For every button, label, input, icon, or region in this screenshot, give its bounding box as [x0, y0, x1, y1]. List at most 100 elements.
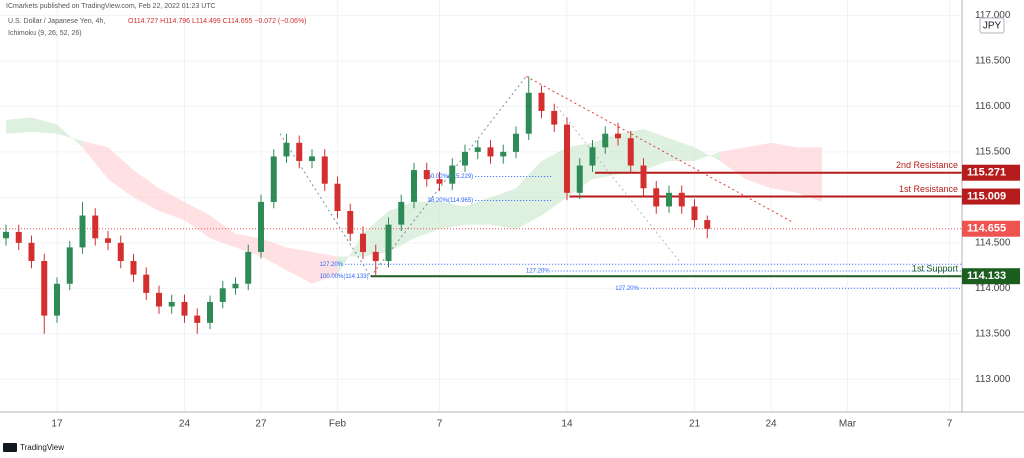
- candle-body: [321, 156, 328, 184]
- candle-body: [296, 142, 303, 161]
- level-name: 1st Support: [912, 264, 959, 274]
- y-tick-label: 114.000: [975, 283, 1011, 294]
- candle-body: [130, 261, 137, 275]
- ichimoku-cloud: [515, 160, 542, 230]
- price-box-label: 114.655: [967, 223, 1006, 235]
- candle-body: [627, 138, 634, 166]
- candle-body: [194, 315, 201, 323]
- candle-body: [143, 274, 150, 293]
- candle-body: [385, 224, 392, 262]
- y-tick-label: 116.000: [975, 101, 1011, 112]
- ichimoku-cloud: [771, 142, 797, 193]
- ichimoku-cloud: [490, 188, 516, 230]
- ichimoku-cloud: [694, 147, 721, 161]
- y-tick-label: 116.500: [975, 56, 1011, 67]
- fib-label: 127.20%: [526, 269, 550, 275]
- y-tick-label: 115.500: [975, 147, 1011, 158]
- candle-body: [117, 242, 124, 262]
- ichimoku-cloud: [439, 201, 465, 230]
- trend-line: [370, 76, 527, 277]
- price-box-label: 115.009: [967, 190, 1006, 202]
- ichimoku-cloud: [133, 170, 159, 212]
- candle-body: [15, 231, 22, 243]
- candle-body: [500, 151, 507, 157]
- price-box: [962, 188, 1020, 205]
- candle-body: [538, 92, 545, 111]
- ichimoku-cloud: [541, 147, 567, 216]
- fib-label: 100.00%(114.133): [320, 274, 369, 280]
- candle-body: [168, 301, 175, 307]
- ichimoku-cloud: [184, 201, 210, 239]
- y-tick-label: 113.000: [975, 374, 1011, 385]
- candle-body: [257, 201, 264, 252]
- candle-body: [206, 301, 213, 323]
- price-box: [962, 268, 1020, 285]
- ichimoku-cloud: [31, 117, 57, 134]
- candle-body: [449, 165, 456, 184]
- level-name: 1st Resistance: [899, 184, 958, 194]
- x-tick-label: 7: [947, 419, 953, 430]
- candle-body: [92, 215, 99, 239]
- logo-icon: [3, 443, 17, 452]
- candle-body: [410, 170, 417, 202]
- candle-body: [461, 151, 468, 166]
- price-box: [962, 164, 1020, 181]
- candle-body: [487, 147, 494, 157]
- candle-body: [551, 110, 558, 125]
- x-tick-label: 21: [689, 419, 701, 430]
- fib-label: 127.20%: [319, 262, 343, 268]
- x-tick-label: 14: [561, 419, 573, 430]
- candle-body: [334, 183, 341, 212]
- trend-line: [525, 75, 795, 224]
- candle-body: [219, 288, 226, 302]
- price-box-label: 115.271: [967, 167, 1006, 179]
- candle-body: [232, 283, 239, 289]
- candle-body: [704, 220, 711, 229]
- x-tick-label: 7: [437, 419, 443, 430]
- ichimoku-cloud: [286, 247, 312, 284]
- candle-body: [181, 301, 188, 316]
- y-tick-label: 117.000: [975, 10, 1011, 21]
- candle-body: [653, 188, 660, 207]
- candle-body: [372, 251, 379, 262]
- ichimoku-cloud: [82, 140, 108, 180]
- y-tick-label: 113.500: [975, 328, 1011, 339]
- ohlc: O114.727 H114.796 L114.499 C114.655 −0.0…: [128, 18, 307, 25]
- candle-body: [270, 156, 277, 202]
- x-tick-label: 17: [51, 419, 63, 430]
- x-tick-label: 27: [255, 419, 267, 430]
- ichimoku-cloud: [5, 117, 32, 134]
- ichimoku-cloud: [337, 233, 363, 275]
- candle-body: [512, 133, 519, 152]
- candle-body: [104, 238, 111, 243]
- candle-body: [66, 247, 73, 284]
- candle-body: [28, 242, 35, 262]
- candle-body: [41, 261, 48, 316]
- ichimoku-cloud: [158, 188, 185, 221]
- x-tick-label: Mar: [839, 419, 857, 430]
- ichimoku-cloud: [56, 124, 83, 148]
- ichimoku-cloud: [362, 211, 389, 257]
- level-name: 2nd Resistance: [896, 160, 958, 170]
- candle-body: [576, 165, 583, 193]
- candle-body: [2, 231, 9, 239]
- fib-label: 127.20%: [615, 286, 639, 292]
- ichimoku-cloud: [260, 238, 287, 271]
- candle-body: [640, 165, 647, 189]
- ichimoku-cloud: [643, 129, 670, 171]
- y-tick-label: 114.500: [975, 237, 1011, 248]
- ichimoku-cloud: [107, 147, 134, 198]
- candle-body: [308, 156, 315, 161]
- price-box-label: 114.133: [967, 270, 1006, 282]
- indicator: Ichimoku (9, 26, 52, 26): [8, 30, 82, 37]
- candle-body: [283, 142, 290, 157]
- fib-label: 38.20%(114.965): [428, 198, 474, 204]
- candle-body: [53, 283, 60, 316]
- candle-body: [615, 133, 622, 139]
- currency-box: [979, 17, 1005, 34]
- trend-line: [279, 133, 372, 277]
- footer-logo: TradingView: [20, 443, 64, 452]
- ichimoku-cloud: [669, 138, 695, 161]
- candle-body: [359, 233, 366, 252]
